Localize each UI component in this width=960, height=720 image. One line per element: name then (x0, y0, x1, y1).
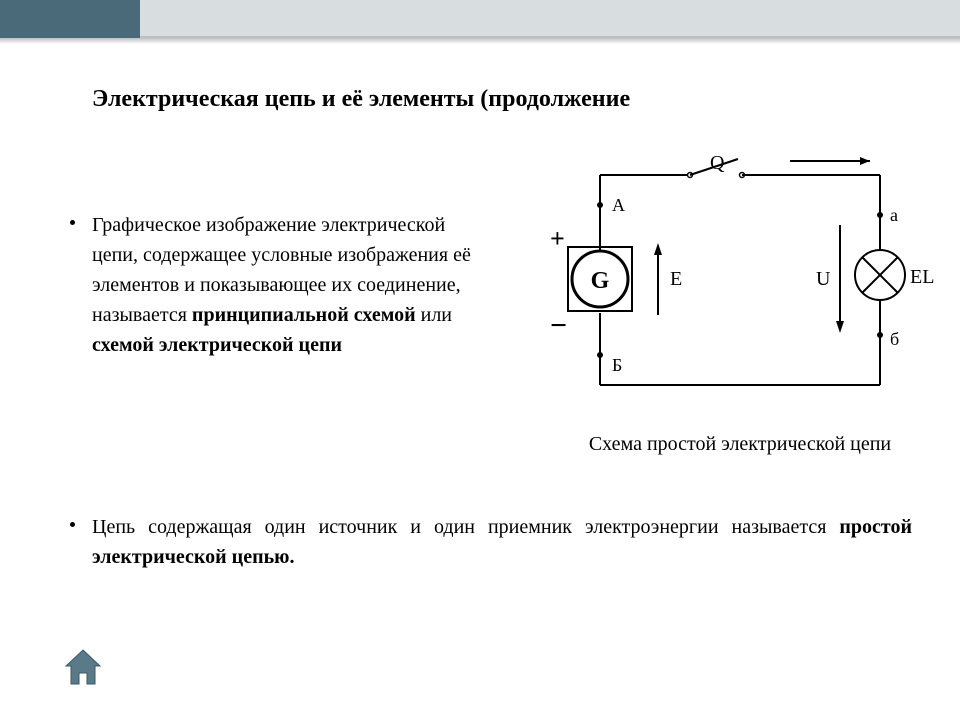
label-U: U (816, 268, 831, 290)
top-bar (0, 0, 960, 38)
def-bold-2: схемой электрической цепи (92, 334, 342, 356)
topbar-accent (0, 0, 140, 38)
home-icon[interactable] (62, 646, 104, 688)
label-Q: Q (710, 155, 725, 174)
label-G: G (591, 268, 610, 294)
def-mid: или (416, 304, 452, 326)
label-b: б (890, 329, 899, 349)
label-A: А (612, 195, 625, 215)
topbar-light (140, 0, 960, 38)
label-I: I (819, 155, 826, 160)
label-plus: + (550, 224, 565, 253)
definition-paragraph: Графическое изображение электрической це… (92, 210, 472, 360)
bullet-icon-2 (70, 522, 75, 527)
topbar-shadow (0, 38, 960, 44)
def-bold-1: принципиальной схемой (192, 304, 416, 326)
simple-circuit-paragraph: Цепь содержащая один источник и один при… (92, 512, 912, 572)
label-a: а (890, 205, 898, 225)
page-title: Электрическая цепь и её элементы (продол… (92, 86, 630, 113)
label-minus: − (550, 309, 567, 342)
label-B: Б (612, 355, 622, 375)
label-E: E (670, 268, 682, 290)
bullet-icon (70, 220, 75, 225)
p2-pre: Цепь содержащая один источник и один при… (92, 516, 839, 538)
circuit-diagram: Q I А Б а б + − G E U EL (540, 155, 940, 415)
label-EL: EL (910, 266, 934, 288)
diagram-caption: Схема простой электрической цепи (560, 430, 920, 458)
